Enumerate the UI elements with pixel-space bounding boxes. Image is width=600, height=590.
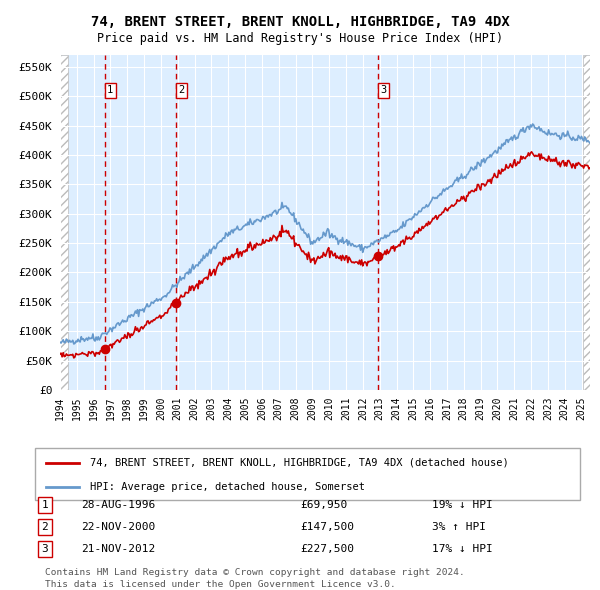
Text: £69,950: £69,950 xyxy=(300,500,347,510)
Text: 22-NOV-2000: 22-NOV-2000 xyxy=(81,522,155,532)
Text: Contains HM Land Registry data © Crown copyright and database right 2024.: Contains HM Land Registry data © Crown c… xyxy=(45,568,465,577)
Text: 21-NOV-2012: 21-NOV-2012 xyxy=(81,544,155,554)
Text: 1: 1 xyxy=(41,500,49,510)
Text: £147,500: £147,500 xyxy=(300,522,354,532)
FancyBboxPatch shape xyxy=(35,448,580,500)
Text: 3: 3 xyxy=(41,544,49,554)
Text: 74, BRENT STREET, BRENT KNOLL, HIGHBRIDGE, TA9 4DX (detached house): 74, BRENT STREET, BRENT KNOLL, HIGHBRIDG… xyxy=(89,458,508,467)
Text: Price paid vs. HM Land Registry's House Price Index (HPI): Price paid vs. HM Land Registry's House … xyxy=(97,32,503,45)
Text: 74, BRENT STREET, BRENT KNOLL, HIGHBRIDGE, TA9 4DX: 74, BRENT STREET, BRENT KNOLL, HIGHBRIDG… xyxy=(91,15,509,29)
Text: 3: 3 xyxy=(380,86,386,95)
Text: HPI: Average price, detached house, Somerset: HPI: Average price, detached house, Some… xyxy=(89,482,365,492)
Text: 3% ↑ HPI: 3% ↑ HPI xyxy=(432,522,486,532)
Text: 17% ↓ HPI: 17% ↓ HPI xyxy=(432,544,493,554)
Text: 1: 1 xyxy=(107,86,113,95)
Text: 2: 2 xyxy=(41,522,49,532)
Text: £227,500: £227,500 xyxy=(300,544,354,554)
Text: This data is licensed under the Open Government Licence v3.0.: This data is licensed under the Open Gov… xyxy=(45,580,396,589)
Text: 28-AUG-1996: 28-AUG-1996 xyxy=(81,500,155,510)
Text: 2: 2 xyxy=(178,86,185,95)
Text: 19% ↓ HPI: 19% ↓ HPI xyxy=(432,500,493,510)
